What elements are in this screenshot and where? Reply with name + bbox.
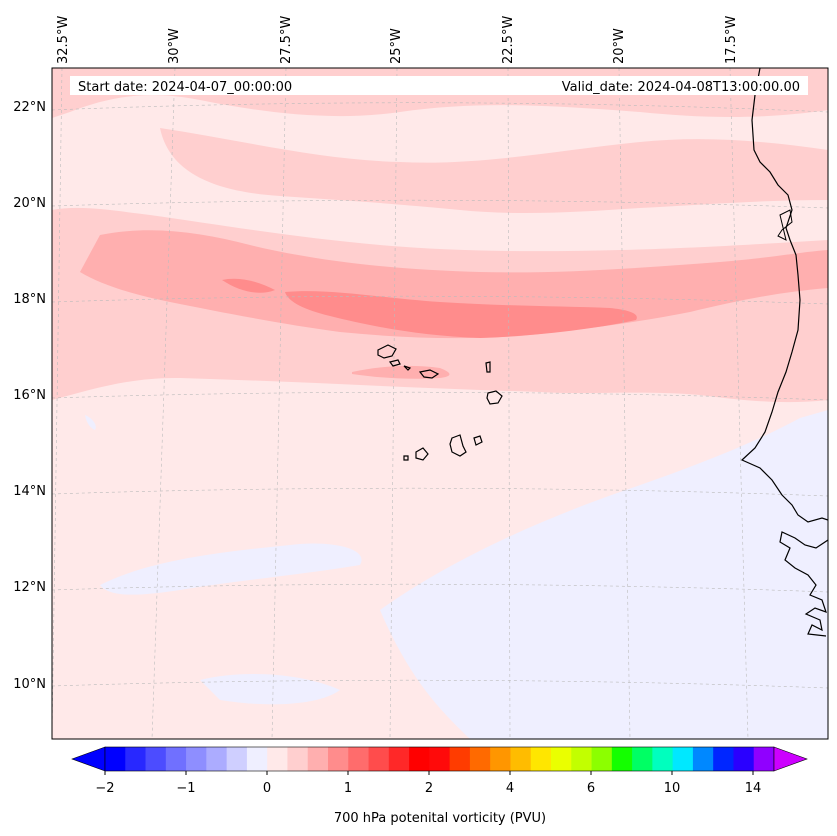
lon-label-17-5w: 17.5°W	[724, 16, 739, 64]
colorbar-bin	[490, 747, 511, 771]
colorbar-bin	[571, 747, 592, 771]
colorbar-bin	[551, 747, 572, 771]
colorbar-bin	[530, 747, 552, 771]
cb-tick-label: −1	[176, 781, 195, 796]
pv-contour-band-medium	[80, 230, 828, 339]
colorbar-bin	[246, 747, 268, 771]
colorbar-bin	[591, 747, 613, 771]
latitude-labels: 22°N 20°N 18°N 16°N 14°N 12°N 10°N	[13, 100, 46, 692]
coastal-island	[777, 209, 793, 241]
date-header-box	[70, 76, 808, 95]
cb-tick-label: 2	[425, 781, 433, 796]
colorbar-bin	[692, 747, 714, 771]
colorbar-bin	[186, 747, 207, 771]
colorbar-bin	[226, 747, 248, 771]
lon-label-20w: 20°W	[612, 28, 627, 64]
colorbar-bin	[206, 747, 228, 771]
cb-tick-label: 14	[745, 781, 762, 796]
colorbar-bin	[328, 747, 349, 771]
colorbar-bin	[429, 747, 451, 771]
longitude-labels: 32.5°W 30°W 27.5°W 25°W 22.5°W 20°W 17.5…	[56, 16, 739, 64]
cb-tick-label: 10	[664, 781, 681, 796]
lon-label-32-5w: 32.5°W	[56, 16, 71, 64]
colorbar-bin	[165, 747, 187, 771]
colorbar-bin	[348, 747, 369, 771]
colorbar-bin	[287, 747, 309, 771]
lon-label-22-5w: 22.5°W	[501, 16, 516, 64]
colorbar-bin	[753, 747, 775, 771]
lat-label-14n: 14°N	[13, 484, 46, 499]
colorbar-bin	[125, 747, 146, 771]
colorbar-bin	[388, 747, 410, 771]
colorbar-bin	[145, 747, 167, 771]
lat-label-16n: 16°N	[13, 388, 46, 403]
africa-coastline	[740, 68, 828, 523]
pv-contour-band-strong	[222, 278, 275, 293]
colorbar-bin	[368, 747, 390, 771]
colorbar-bin	[733, 747, 755, 771]
colorbar-bin	[632, 747, 653, 771]
colorbar-underflow-triangle	[71, 746, 106, 772]
cb-tick-label: 1	[344, 781, 352, 796]
africa-coastline-south	[779, 531, 828, 637]
colorbar-ticks	[104, 771, 754, 775]
colorbar-label: 700 hPa potenital vorticity (PVU)	[334, 811, 546, 826]
pv-contour-negative-1	[100, 543, 362, 595]
colorbar-bin	[469, 747, 491, 771]
lat-label-22n: 22°N	[13, 100, 46, 115]
graticule	[52, 68, 828, 739]
colorbar-bin	[105, 747, 126, 771]
cb-tick-label: 6	[587, 781, 595, 796]
colorbar-tick-labels: −2 −1 0 1 2 4 6 10 14	[95, 781, 761, 796]
pv-contour-patch-islands	[352, 365, 450, 379]
pv-contour-negative-4	[85, 415, 96, 430]
map-area	[52, 68, 828, 739]
cape-verde-islands	[377, 344, 503, 461]
colorbar-bin	[307, 747, 329, 771]
lat-label-18n: 18°N	[13, 292, 46, 307]
colorbar: −2 −1 0 1 2 4 6 10 14 700 hPa potenital …	[71, 746, 808, 826]
cb-tick-label: −2	[95, 781, 114, 796]
start-date-label: Start date: 2024-04-07_00:00:00	[78, 80, 292, 95]
lat-label-20n: 20°N	[13, 196, 46, 211]
lon-label-27-5w: 27.5°W	[279, 16, 294, 64]
cb-tick-label: 0	[263, 781, 271, 796]
colorbar-bin	[510, 747, 532, 771]
lat-label-10n: 10°N	[13, 677, 46, 692]
colorbar-bin	[611, 747, 633, 771]
colorbar-bin	[409, 747, 430, 771]
colorbar-bin	[267, 747, 288, 771]
map-frame	[51, 67, 829, 740]
pv-contour-band-north-2	[160, 128, 828, 214]
colorbar-bins	[104, 746, 775, 772]
valid-date-label: Valid_date: 2024-04-08T13:00:00.00	[562, 80, 800, 95]
pv-contour-band-core	[285, 291, 637, 338]
cb-tick-label: 4	[506, 781, 514, 796]
colorbar-bin	[652, 747, 674, 771]
colorbar-bin	[713, 747, 734, 771]
pv-contour-negative-3	[200, 674, 340, 705]
pv-contour-negative-2	[380, 410, 828, 739]
lon-label-30w: 30°W	[167, 28, 182, 64]
colorbar-overflow-triangle	[773, 746, 808, 772]
lon-label-25w: 25°W	[389, 28, 404, 64]
colorbar-bin	[672, 747, 694, 771]
lat-label-12n: 12°N	[13, 580, 46, 595]
colorbar-bin	[449, 747, 471, 771]
